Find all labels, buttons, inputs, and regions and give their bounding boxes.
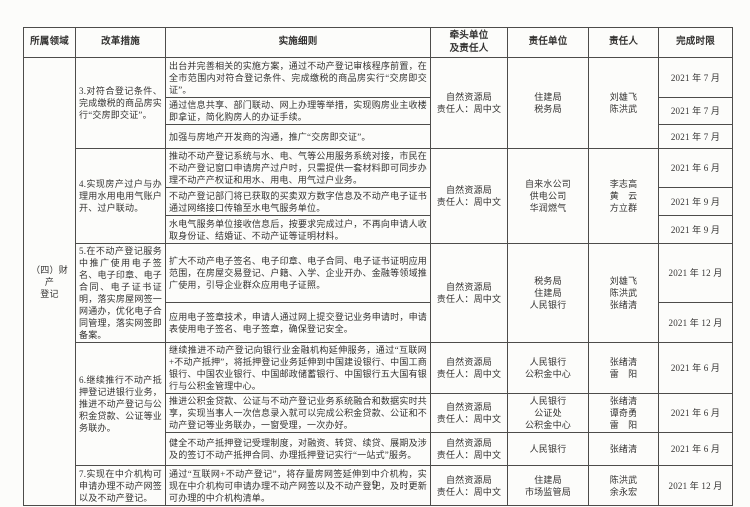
detail-cell: 出台并完善相关的实施方案，通过不动产登记审核程序前置，在全市范围内对符合登记条件… [165, 57, 431, 98]
responsible-person-cell: 李志高 黄 云 方立群 [588, 148, 659, 244]
header-detail: 实施细则 [165, 27, 431, 58]
responsible-unit-cell: 税务局 住建局 人民银行 [507, 243, 589, 343]
lead-unit-cell: 自然资源局 责任人：周中文 [430, 432, 508, 466]
table-row: 4.实现房产过户与办理用水用电用气账户开、过户联动。 推动不动产登记系统与水、电… [24, 148, 733, 244]
detail-cell: 扩大不动产电子签名、电子印章、电子合同、电子证书证明应用范围，在房屋交易登记、户… [165, 242, 431, 304]
responsible-unit-cell: 人民银行 公积金中心 [507, 342, 589, 394]
deadline-cell: 2021 年 7 月 [658, 124, 733, 149]
responsible-unit-cell: 人民银行 公证处 公积金中心 [507, 393, 589, 433]
measure-cell-6: 6.继续推行不动产抵押登记进银行业务，推进不动产登记与公积金贷款、公证等业务联办… [75, 342, 166, 466]
responsible-unit-cell: 住建局 税务局 [507, 57, 589, 149]
table-row: 通过信息共享、部门联动、网上办理等举措，实现购房业主收楼即拿证，简化购房人的办证… [24, 97, 733, 125]
deadline-cell: 2021 年 6 月 [658, 148, 733, 188]
detail-cell: 水电气服务单位接收信息后，按要求完成过户，不再向申请人收取身份证、结婚证、不动产… [165, 215, 431, 244]
deadline-cell: 2021 年 12 月 [658, 242, 733, 304]
table-row: 推进公积金贷款、公证与不动产登记业务系统融合和数据实时共享，实现当事人一次信息录… [24, 393, 733, 433]
table-row: （四）财产 登记 3.对符合登记条件、完成缴税的商品房实行“交房即交证”。 出台… [23, 57, 733, 506]
table-row: 不动产登记部门将已获取的买卖双方数字信息及不动产电子证书通过网络接口传输至水电气… [24, 187, 733, 216]
deadline-cell: 2021 年 7 月 [658, 57, 733, 98]
responsible-person-cell: 刘雄飞 陈洪武 [588, 57, 659, 149]
detail-cell: 通过“互联网+不动产登记”，将存量房网签延伸到中介机构，实现在中介机构可申请办理… [165, 465, 431, 506]
responsible-unit-cell: 自来水公司 供电公司 华润燃气 [507, 148, 589, 244]
responsible-unit-cell: 住建局 市场监管局 [507, 465, 589, 506]
header-lead-unit: 牵头单位 及责任人 [430, 27, 508, 58]
reform-measures-table: 所属领域 改革措施 实施细则 牵头单位 及责任人 责任单位 责任人 完成时限 （… [23, 27, 733, 506]
table-row: 6.继续推行不动产抵押登记进银行业务，推进不动产登记与公积金贷款、公证等业务联办… [24, 342, 733, 466]
detail-cell: 加强与房地产开发商的沟通，推广“交房即交证”。 [165, 124, 431, 149]
responsible-person-cell: 张绪清 谭奇勇 雷 阳 [588, 393, 659, 433]
detail-cell: 推进公积金贷款、公证与不动产登记业务系统融合和数据实时共享，实现当事人一次信息录… [165, 393, 431, 433]
header-responsible-person: 责任人 [588, 27, 659, 58]
detail-cell: 健全不动产抵押登记受理制度，对融资、转贷、续贷、展期及涉及的签订不动产抵押合同、… [165, 432, 431, 466]
lead-unit-cell: 自然资源局 责任人：周中文 [430, 465, 508, 506]
deadline-cell: 2021 年 6 月 [658, 393, 733, 433]
table-header-row: 所属领域 改革措施 实施细则 牵头单位 及责任人 责任单位 责任人 完成时限 [23, 27, 733, 58]
detail-cell: 继续推进不动产登记向银行业金融机构延伸服务，通过“互联网+不动产抵押”，将抵押登… [165, 342, 431, 394]
responsible-person-cell: 张绪清 雷 阳 [588, 342, 659, 394]
table-row: 5.在不动产登记服务中推广使用电子签名、电子印章、电子合同、电子证书证明，落实房… [24, 242, 733, 343]
responsible-person-cell: 刘雄飞 陈洪武 张绪清 [588, 243, 659, 343]
measure-cell-4: 4.实现房产过户与办理用水用电用气账户开、过户联动。 [75, 148, 166, 244]
table-row: 加强与房地产开发商的沟通，推广“交房即交证”。 2021 年 7 月 [24, 124, 733, 149]
measure-cell-5: 5.在不动产登记服务中推广使用电子签名、电子印章、电子合同、电子证书证明，落实房… [75, 243, 166, 343]
measure-cell-3: 3.对符合登记条件、完成缴税的商品房实行“交房即交证”。 [75, 57, 166, 149]
detail-cell: 应用电子签章技术，申请人通过网上提交登记业务申请时，申请表使用电子签名、电子签章… [165, 302, 431, 343]
header-responsible-unit: 责任单位 [507, 27, 589, 58]
deadline-cell: 2021 年 7 月 [658, 97, 733, 125]
lead-unit-cell: 自然资源局 责任人：周中文 [430, 342, 508, 394]
responsible-person-cell: 张绪清 [588, 432, 659, 466]
header-deadline: 完成时限 [658, 27, 733, 58]
deadline-cell: 2021 年 6 月 [658, 342, 733, 394]
measure-cell-7: 7.实现在中介机构可申请办理不动产网签以及不动产登记。 [75, 465, 166, 506]
category-cell: （四）财产 登记 [23, 57, 76, 506]
deadline-cell: 2021 年 12 月 [658, 302, 733, 343]
deadline-cell: 2021 年 6 月 [658, 432, 733, 466]
lead-unit-cell: 自然资源局 责任人：周中文 [430, 393, 508, 433]
deadline-cell: 2021 年 9 月 [658, 187, 733, 216]
lead-unit-cell: 自然资源局 责任人：周中文 [430, 243, 508, 343]
header-measure: 改革措施 [75, 27, 166, 58]
detail-cell: 不动产登记部门将已获取的买卖双方数字信息及不动产电子证书通过网络接口传输至水电气… [165, 187, 431, 216]
deadline-cell: 2021 年 9 月 [658, 215, 733, 244]
responsible-unit-cell: 人民银行 [507, 432, 589, 466]
table-row: 应用电子签章技术，申请人通过网上提交登记业务申请时，申请表使用电子签名、电子签章… [24, 302, 733, 343]
header-field: 所属领域 [23, 27, 76, 58]
table-row: 7.实现在中介机构可申请办理不动产网签以及不动产登记。 通过“互联网+不动产登记… [24, 465, 733, 506]
detail-cell: 推动不动产登记系统与水、电、气等公用服务系统对接，市民在不动产登记窗口申请房产过… [165, 148, 431, 188]
lead-unit-cell: 自然资源局 责任人：周中文 [430, 57, 508, 149]
table-row: 健全不动产抵押登记受理制度，对融资、转贷、续贷、展期及涉及的签订不动产抵押合同、… [24, 432, 733, 466]
deadline-cell: 2021 年 12 月 [658, 465, 733, 506]
lead-unit-cell: 自然资源局 责任人：周中文 [430, 148, 508, 244]
page-number: 9 [372, 477, 378, 491]
detail-cell: 通过信息共享、部门联动、网上办理等举措，实现购房业主收楼即拿证，简化购房人的办证… [165, 97, 431, 125]
